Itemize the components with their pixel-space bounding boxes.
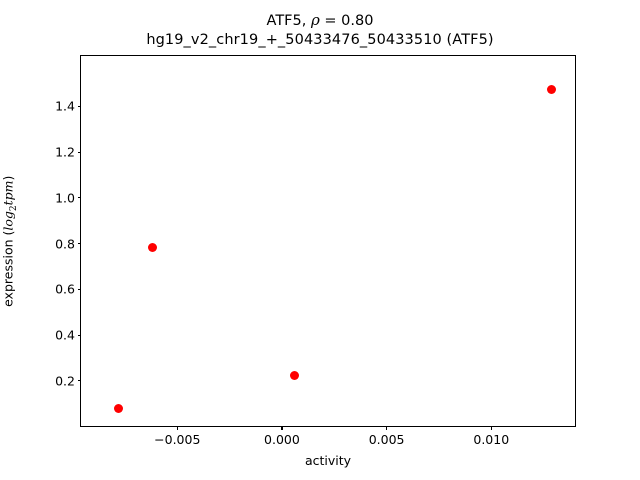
data-point bbox=[547, 84, 557, 94]
y-axis-tick bbox=[77, 105, 81, 107]
data-point bbox=[290, 370, 299, 380]
y-axis-tick-label: 1.2 bbox=[55, 144, 75, 160]
x-axis-tick bbox=[281, 426, 283, 430]
x-axis-tick bbox=[176, 426, 178, 430]
plot-data-area bbox=[81, 56, 575, 426]
chart-title-gene: ATF5, bbox=[266, 13, 311, 29]
x-axis-tick bbox=[386, 426, 388, 430]
rho-value: = 0.80 bbox=[319, 13, 374, 29]
y-axis-tick bbox=[77, 243, 81, 245]
data-point bbox=[114, 404, 124, 414]
y-axis-tick bbox=[77, 380, 81, 382]
y-axis-label-suffix: ) bbox=[0, 175, 16, 181]
y-axis-label-prefix: expression ( bbox=[0, 230, 16, 307]
x-axis-tick bbox=[490, 426, 492, 430]
x-axis-tick-label: 0.005 bbox=[368, 432, 405, 447]
chart-title-line2: hg19_v2_chr19_+_50433476_50433510 (ATF5) bbox=[146, 32, 494, 48]
y-axis-label-log: log bbox=[0, 210, 16, 231]
chart-title: ATF5, ρ = 0.80 hg19_v2_chr19_+_50433476_… bbox=[0, 11, 640, 50]
x-axis-tick-label: 0.010 bbox=[473, 432, 510, 447]
y-axis-tick-label: 1.0 bbox=[55, 190, 75, 206]
plot-axes: −0.005 0.000 0.005 0.010 0.2 0.4 0.6 0.8 1.0 1.2 1… bbox=[55, 55, 576, 447]
y-axis-tick-label: 0.8 bbox=[55, 236, 75, 252]
y-axis-tick-label: 0.4 bbox=[55, 327, 75, 343]
y-axis-tick-label: 0.2 bbox=[55, 373, 75, 389]
x-axis-label: activity bbox=[304, 453, 352, 468]
y-axis-tick bbox=[77, 288, 81, 290]
data-point bbox=[147, 242, 157, 252]
x-axis-tick-label: −0.005 bbox=[154, 432, 201, 447]
y-axis-tick bbox=[77, 334, 81, 336]
y-axis-label-tpm: tpm bbox=[0, 180, 16, 206]
chart-title-line1: ATF5, ρ = 0.80 bbox=[0, 11, 640, 31]
y-axis-tick bbox=[77, 197, 81, 199]
x-axis-tick-label: 0.000 bbox=[264, 432, 300, 447]
rho-symbol: ρ bbox=[310, 11, 320, 29]
y-axis-tick bbox=[77, 151, 81, 153]
y-axis-tick-label: 1.4 bbox=[55, 98, 75, 114]
y-axis-label-subscript: 2 bbox=[9, 205, 20, 211]
y-axis-label: expression (log2tpm) bbox=[0, 55, 20, 427]
y-axis-tick-label: 0.6 bbox=[55, 281, 75, 297]
